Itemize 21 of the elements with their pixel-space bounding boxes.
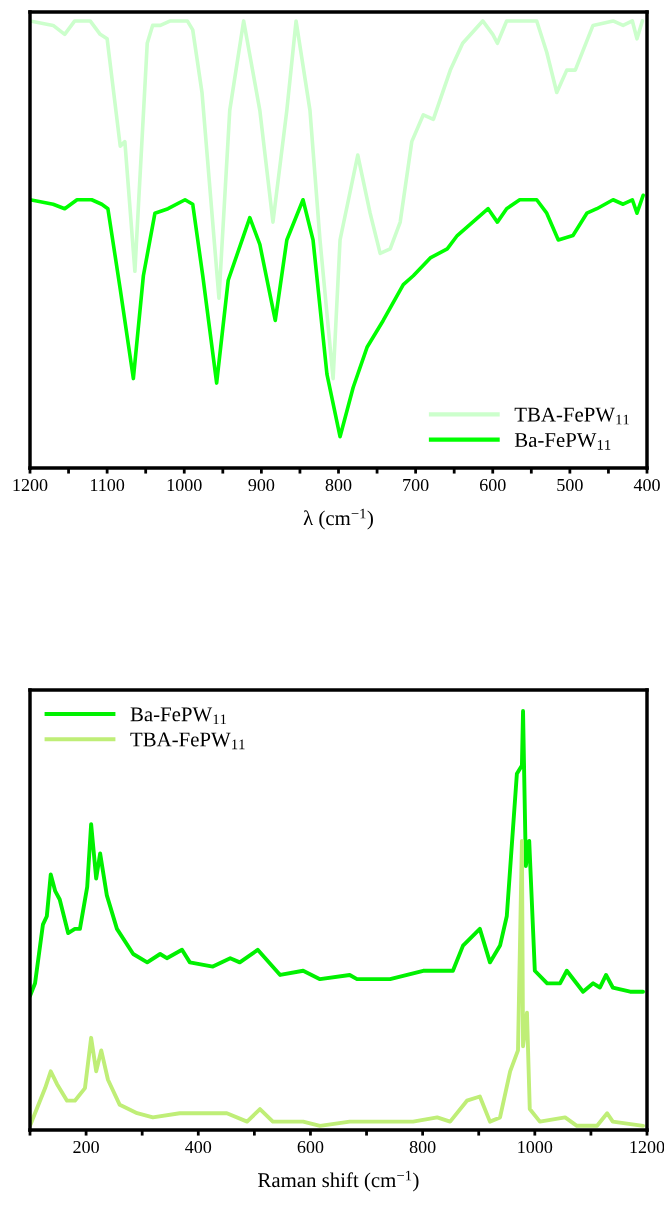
x-tick-label: 1000 (518, 1140, 553, 1154)
x-tick-label: 200 (73, 1140, 99, 1154)
x-tick-label: 400 (185, 1140, 212, 1154)
x-tick-label: 800 (325, 478, 352, 492)
legend-label: TBA-FePW$_{11}$ (514, 407, 629, 425)
legend-label: Ba-FePW$_{11}$ (514, 433, 611, 450)
x-tick-label: 1200 (630, 1140, 664, 1154)
x-tick-label: 900 (248, 478, 275, 492)
x-tick-label: 500 (557, 478, 583, 492)
x-tick-label: 400 (633, 478, 660, 492)
x-tick-label: 600 (297, 1140, 324, 1154)
legend-label: TBA-FePW$_{11}$ (130, 732, 245, 750)
x-tick-label: 700 (403, 478, 429, 492)
x-tick-label: 1000 (167, 478, 202, 492)
legend-label: Ba-FePW$_{11}$ (130, 707, 227, 725)
x-tick-label: 1200 (13, 478, 48, 492)
x-tick-label: 600 (479, 478, 506, 492)
x-tick-label: 1100 (91, 478, 125, 492)
x-axis-title: λ (cm$^{−1}$) (303, 508, 373, 530)
x-tick-label: 800 (409, 1140, 436, 1154)
x-axis-title: Raman shift (cm$^{−1}$) (258, 1170, 419, 1192)
